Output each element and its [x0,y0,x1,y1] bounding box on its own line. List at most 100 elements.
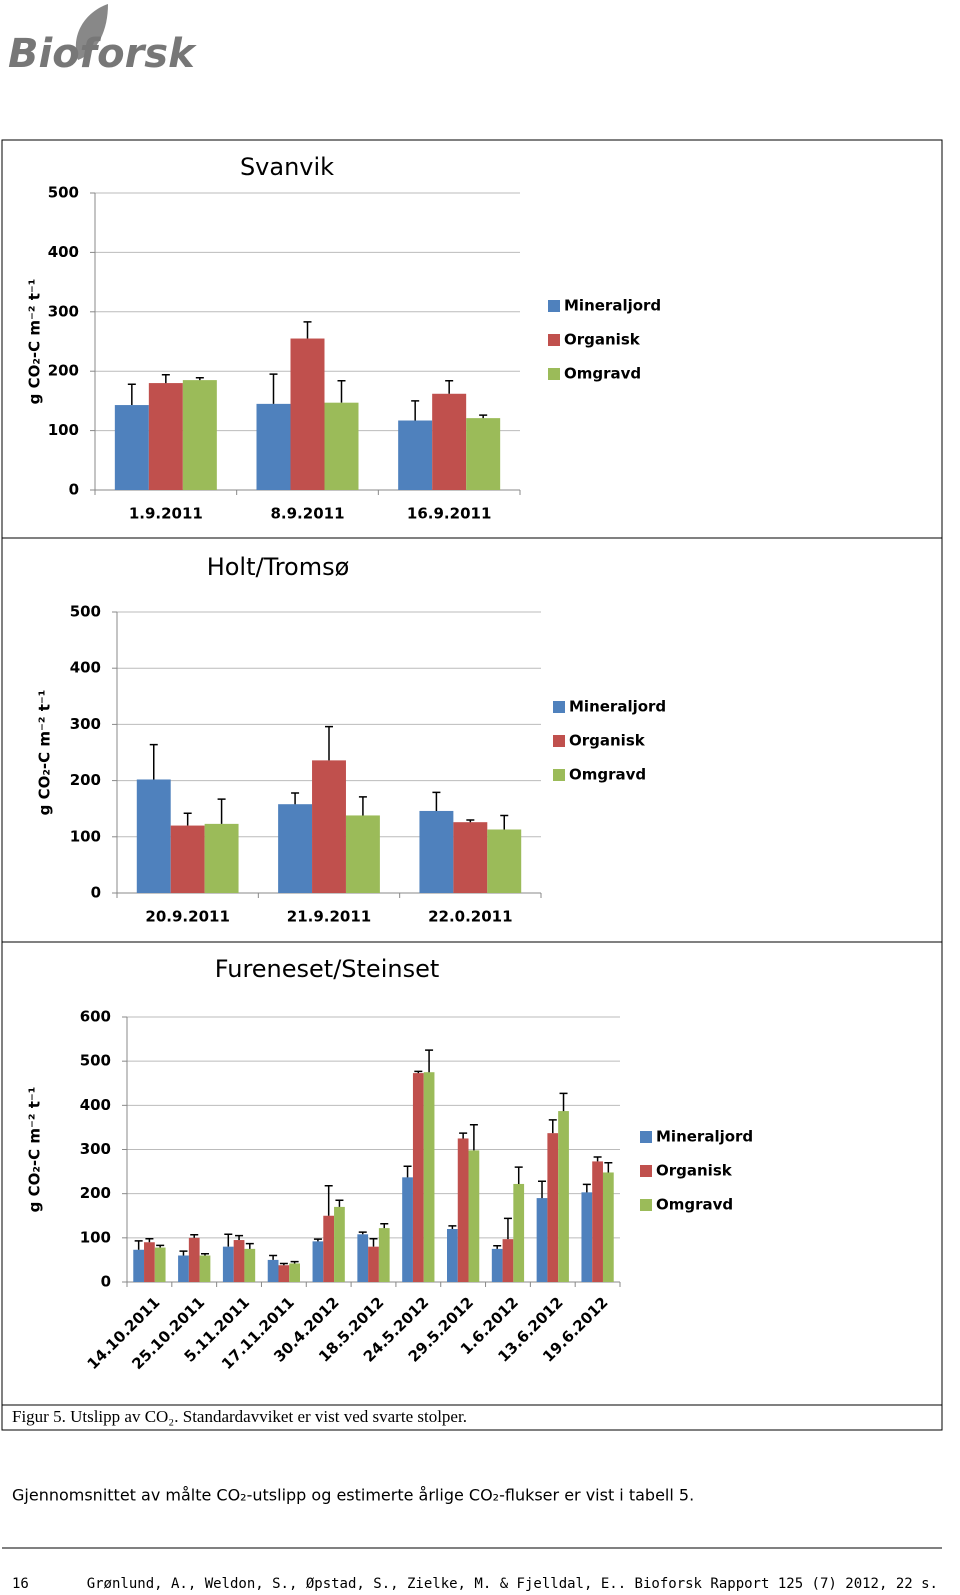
bar [178,1255,189,1282]
y-tick-label: 100 [70,827,101,845]
error-bar [183,812,192,826]
bar [323,1215,335,1282]
bar [453,822,488,893]
y-tick-label: 100 [48,421,79,439]
error-bar [235,1234,244,1241]
error-bar [466,819,475,823]
error-bar [127,383,136,406]
error-bar [514,1166,523,1184]
bar [547,1133,559,1282]
bar [222,1246,234,1282]
error-bar [500,814,509,830]
legend-swatch [640,1131,652,1143]
bar [148,383,183,490]
y-tick-label: 500 [80,1052,111,1070]
y-tick-label: 0 [69,481,79,499]
bar [491,1248,503,1282]
y-tick-label: 300 [70,715,101,733]
bar [278,804,313,893]
x-tick-label: 16.9.2011 [407,505,491,523]
bar [602,1172,614,1282]
bar [144,1242,155,1282]
legend-label: Omgravd [569,766,646,784]
footer-citation: Grønlund, A., Weldon, S., Øpstad, S., Zi… [87,1576,938,1592]
error-bar [291,792,300,805]
bar [398,420,433,490]
page-number: 16 [12,1576,29,1592]
legend-swatch [548,300,560,312]
y-tick-label: 500 [70,603,101,621]
error-bar [156,1244,165,1248]
error-bar [582,1183,591,1193]
error-bar [479,414,488,419]
legend-label: Mineraljord [564,297,661,315]
error-bar [303,321,312,339]
y-tick-label: 600 [80,1008,111,1026]
error-bar [190,1233,199,1238]
bar [368,1246,379,1282]
y-tick-label: 400 [48,243,79,261]
error-bar [269,1254,278,1260]
bar [312,760,346,893]
y-tick-label: 300 [80,1140,111,1158]
x-tick-label: 21.9.2011 [287,908,371,926]
y-tick-label: 200 [48,362,79,380]
bar [402,1177,413,1282]
y-tick-label: 0 [101,1273,111,1291]
x-tick-label: 20.9.2011 [145,908,229,926]
error-bar [134,1240,143,1250]
error-bar [313,1238,322,1242]
legend-label: Mineraljord [569,698,666,716]
bar [536,1198,548,1282]
error-bar [380,1222,389,1229]
error-bar [179,1250,188,1256]
bar [466,418,501,490]
logo: Bioforsk [8,31,197,77]
bar [487,829,522,893]
bar [244,1248,256,1282]
y-tick-label: 200 [70,771,101,789]
error-bar [593,1156,602,1162]
chart-title: Fureneset/Steinset [215,955,440,983]
bar [447,1229,458,1282]
bar [290,338,325,490]
error-bar [200,1252,209,1256]
error-bar [324,1184,333,1216]
error-bar [503,1217,512,1240]
bar [233,1240,245,1282]
legend-swatch [553,701,565,713]
bar [199,1255,211,1282]
error-bar [269,373,278,404]
bar [457,1138,469,1282]
error-bar [604,1162,613,1173]
bar [419,810,454,893]
bar [278,1265,290,1282]
error-bar [469,1124,478,1151]
legend-swatch [548,334,560,346]
error-bar [145,1237,154,1243]
error-bar [411,400,420,421]
y-axis-label: g CO₂-C m⁻² t⁻¹ [26,1087,44,1213]
bar [432,393,467,490]
bar [204,823,239,893]
y-tick-label: 100 [80,1228,111,1246]
bar [312,1241,324,1282]
error-bar [432,791,441,811]
x-tick-label: 1.9.2011 [129,505,203,523]
y-axis-label: g CO₂-C m⁻² t⁻¹ [26,279,44,405]
bar [170,825,205,893]
error-bar [245,1242,254,1249]
y-tick-label: 400 [70,659,101,677]
body-paragraph: Gjennomsnittet av målte CO₂-utslipp og e… [12,1486,694,1505]
y-tick-label: 400 [80,1096,111,1114]
figure-frame [1,139,943,1431]
error-bar [538,1180,547,1199]
bar [378,1228,390,1282]
error-bar [493,1245,502,1249]
bar [334,1206,345,1282]
legend-swatch [640,1165,652,1177]
error-bar [290,1260,299,1264]
legend-label: Organisk [656,1162,733,1180]
